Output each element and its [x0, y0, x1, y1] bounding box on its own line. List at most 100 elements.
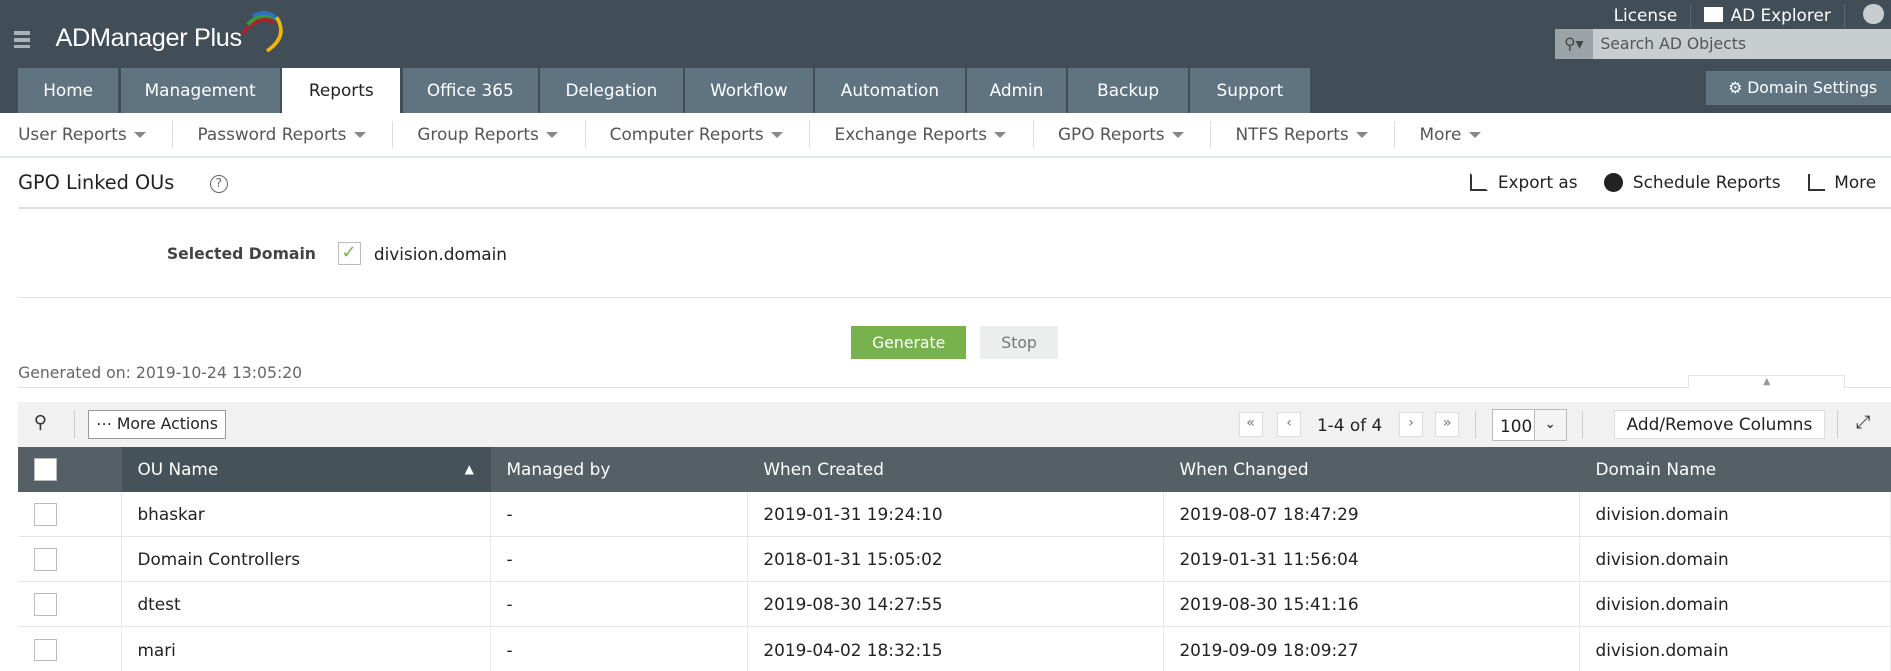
search-input[interactable]: Search AD Objects — [1600, 33, 1746, 53]
cell-domain-name: division.domain — [1580, 582, 1891, 628]
chevron-down-icon[interactable]: ⌄ — [1533, 409, 1566, 441]
subnav-password-reports[interactable]: Password Reports — [198, 121, 394, 148]
subnav-exchange-reports[interactable]: Exchange Reports — [835, 121, 1034, 148]
export-as-button[interactable]: Export as — [1470, 172, 1578, 193]
search-filter-icon[interactable]: ⚲ — [33, 412, 47, 434]
column-header-managed-by[interactable]: Managed by — [506, 459, 611, 480]
subnav-more[interactable]: More — [1420, 121, 1508, 148]
label: User Reports — [18, 124, 127, 145]
ad-explorer-link[interactable]: AD Explorer — [1730, 4, 1831, 25]
column-header-domain-name[interactable]: Domain Name — [1595, 459, 1717, 480]
hamburger-menu-icon[interactable] — [14, 31, 31, 49]
cell-managed-by: - — [491, 492, 748, 537]
table-row[interactable]: dtest -2019-08-30 14:27:55 2019-08-30 15:4… — [18, 582, 1891, 628]
cell-domain-name: division.domain — [1580, 492, 1891, 537]
logo-arc-icon — [240, 10, 283, 53]
cell-ou-name: bhaskar — [122, 492, 491, 537]
page-range: 1-4 of 4 — [1316, 414, 1383, 435]
subnav-group-reports[interactable]: Group Reports — [417, 121, 586, 148]
expand-fullscreen-icon[interactable]: ⤢ — [1856, 412, 1871, 434]
tab-backup[interactable]: Backup — [1068, 67, 1188, 114]
cell-ou-name: mari — [122, 627, 491, 671]
add-remove-columns-button[interactable]: Add/Remove Columns — [1613, 410, 1826, 439]
tab-home[interactable]: Home — [18, 67, 119, 114]
folder-icon — [1704, 7, 1724, 22]
schedule-reports-button[interactable]: Schedule Reports — [1603, 172, 1781, 193]
row-checkbox-cell — [18, 492, 122, 537]
caret-down-icon — [1171, 132, 1184, 139]
generate-button[interactable]: Generate — [851, 325, 966, 360]
subnav-user-reports[interactable]: User Reports — [18, 121, 174, 148]
label: Export as — [1497, 172, 1578, 193]
row-checkbox-cell — [18, 537, 122, 582]
caret-down-icon — [353, 132, 366, 139]
table-row[interactable]: Domain Controllers -2018-01-31 15:05:02 20… — [18, 537, 1891, 582]
subnav-ntfs-reports[interactable]: NTFS Reports — [1235, 121, 1396, 148]
domain-checkbox[interactable]: ✓ — [337, 242, 361, 266]
page-title: GPO Linked OUs — [18, 171, 175, 195]
table-row[interactable]: mari -2019-04-02 18:32:15 2019-09-09 18:09… — [18, 627, 1891, 671]
subnav-computer-reports[interactable]: Computer Reports — [610, 121, 811, 148]
row-checkbox[interactable] — [33, 502, 57, 526]
row-checkbox[interactable] — [33, 593, 57, 617]
cell-managed-by: - — [491, 627, 748, 671]
cell-domain-name: division.domain — [1580, 627, 1891, 671]
table-header: OU Name ▲ Managed by When Created When Ch… — [18, 447, 1891, 493]
tab-support[interactable]: Support — [1190, 67, 1310, 114]
domain-settings-button[interactable]: ⚙ Domain Settings — [1706, 71, 1891, 105]
prev-page-button[interactable]: ‹ — [1277, 412, 1302, 437]
domain-settings-label: Domain Settings — [1747, 78, 1878, 98]
license-link[interactable]: License — [1613, 4, 1678, 25]
tab-office-365[interactable]: Office 365 — [402, 67, 538, 114]
subnav-gpo-reports[interactable]: GPO Reports — [1057, 121, 1212, 148]
column-header-when-changed[interactable]: When Changed — [1179, 459, 1309, 480]
cell-when-changed: 2019-01-31 11:56:04 — [1164, 537, 1580, 582]
column-header-ou-name[interactable]: OU Name ▲ — [121, 447, 491, 493]
table-row[interactable]: bhaskar -2019-01-31 19:24:10 2019-08-07 18… — [18, 492, 1891, 537]
last-page-button[interactable]: » — [1435, 412, 1460, 437]
divider — [18, 296, 1891, 298]
tab-reports[interactable]: Reports — [282, 67, 401, 114]
select-all-checkbox[interactable] — [33, 458, 57, 482]
label: Schedule Reports — [1632, 172, 1781, 193]
more-icon — [1807, 174, 1825, 191]
more-actions-button[interactable]: ⋯ More Actions — [88, 410, 227, 439]
search-ad-objects[interactable]: ⚲▾ Search AD Objects — [1554, 28, 1891, 60]
row-checkbox[interactable] — [33, 548, 57, 572]
divider — [18, 207, 1891, 209]
cell-when-created: 2019-04-02 18:32:15 — [748, 627, 1164, 671]
tab-automation[interactable]: Automation — [815, 67, 965, 114]
cell-when-changed: 2019-08-30 15:41:16 — [1164, 582, 1580, 628]
column-header-when-created[interactable]: When Created — [763, 459, 884, 480]
page-size-select[interactable]: 100 ⌄ — [1491, 408, 1567, 442]
divider — [1582, 411, 1584, 438]
divider — [1843, 3, 1846, 28]
tab-workflow[interactable]: Workflow — [684, 67, 813, 114]
selected-domain-label: Selected Domain — [166, 243, 316, 263]
tab-delegation[interactable]: Delegation — [540, 67, 683, 114]
divider — [18, 387, 1891, 389]
caret-down-icon — [770, 132, 783, 139]
more-options-button[interactable]: More — [1807, 172, 1877, 193]
first-page-button[interactable]: « — [1238, 412, 1263, 437]
cell-ou-name: dtest — [122, 582, 491, 628]
user-icon[interactable] — [1863, 3, 1884, 25]
cell-when-created: 2019-08-30 14:27:55 — [748, 582, 1164, 628]
next-page-button[interactable]: › — [1398, 412, 1424, 437]
label: GPO Reports — [1057, 124, 1165, 145]
search-icon[interactable]: ⚲▾ — [1554, 28, 1594, 60]
help-icon[interactable]: ? — [209, 174, 228, 193]
caret-down-icon — [1355, 132, 1368, 139]
sort-ascending-icon: ▲ — [464, 462, 474, 477]
label: More — [1834, 172, 1877, 193]
row-checkbox[interactable] — [33, 638, 57, 662]
tab-management[interactable]: Management — [120, 67, 280, 114]
app-logo: ADManager Plus — [55, 24, 242, 53]
caret-down-icon — [546, 132, 559, 139]
divider — [1689, 3, 1691, 28]
collapse-toggle[interactable]: ▲ — [1688, 375, 1846, 389]
stop-button[interactable]: Stop — [980, 325, 1058, 360]
tab-admin[interactable]: Admin — [967, 67, 1066, 114]
cell-when-created: 2018-01-31 15:05:02 — [748, 537, 1164, 582]
label: Computer Reports — [609, 124, 764, 145]
